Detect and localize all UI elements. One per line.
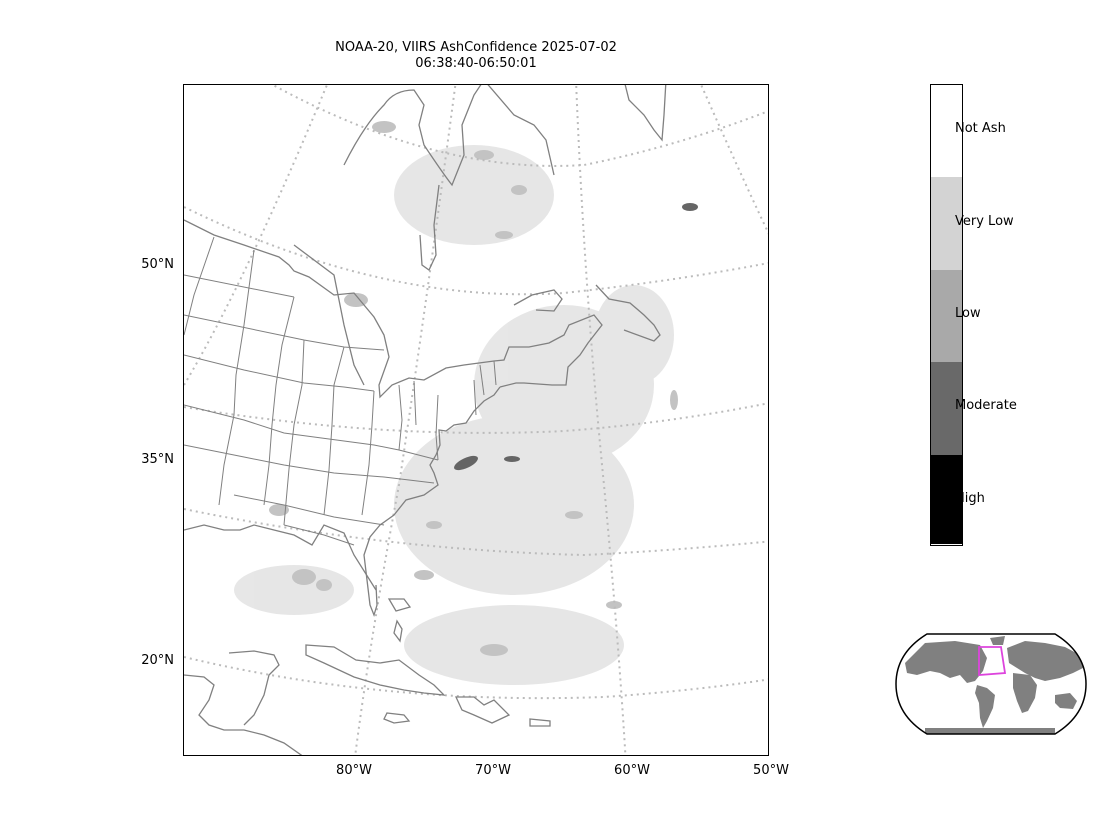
colorbar — [930, 84, 963, 546]
ash-speckle-layer — [234, 121, 698, 685]
colorbar-segment-low — [931, 270, 962, 362]
colorbar-label-not-ash: Not Ash — [955, 121, 1006, 136]
colorbar-segment-not-ash — [931, 85, 962, 177]
state-borders — [184, 236, 497, 546]
colorbar-label-moderate: Moderate — [955, 398, 1017, 413]
lat-label-35n: 35°N — [141, 452, 174, 467]
map-title: NOAA-20, VIIRS AshConfidence 2025-07-02 … — [183, 40, 769, 72]
inset-land — [905, 636, 1083, 734]
lat-label-20n: 20°N — [141, 653, 174, 668]
colorbar-segment-moderate — [931, 362, 962, 455]
lon-label-70w: 70°W — [475, 763, 511, 778]
inset-region-box — [978, 646, 1007, 676]
colorbar-label-high: High — [955, 491, 985, 506]
lat-label-50n: 50°N — [141, 257, 174, 272]
map-svg — [184, 85, 768, 755]
colorbar-label-low: Low — [955, 306, 981, 321]
lon-label-60w: 60°W — [614, 763, 650, 778]
lon-label-50w: 50°W — [753, 763, 789, 778]
lon-label-80w: 80°W — [336, 763, 372, 778]
map-panel[interactable] — [183, 84, 769, 756]
colorbar-segment-very-low — [931, 177, 962, 270]
world-inset-map — [895, 633, 1087, 735]
colorbar-segment-high — [931, 455, 962, 544]
map-title-line2: 06:38:40-06:50:01 — [415, 56, 537, 71]
map-title-line1: NOAA-20, VIIRS AshConfidence 2025-07-02 — [335, 40, 617, 55]
colorbar-label-very-low: Very Low — [955, 214, 1014, 229]
coastlines — [184, 85, 667, 755]
